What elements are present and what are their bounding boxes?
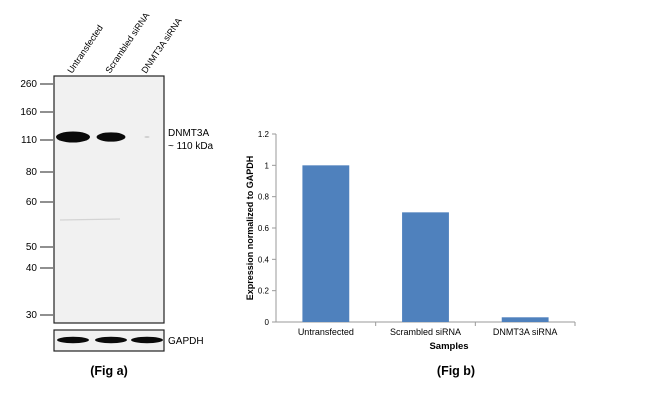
dnmt3a-band-scrambled-sirna: [96, 132, 126, 142]
mw-marker-50: 50: [26, 242, 38, 253]
gapdh-bands: [57, 336, 163, 344]
x-tick-label-group: Untransfected Scrambled siRNA DNMT3A siRNA: [298, 322, 576, 337]
y-tick-label: 0.6: [258, 224, 270, 233]
mw-marker-ladder: 260 160 110 80 60 50 40 30: [20, 79, 53, 321]
dnmt3a-bands: [56, 131, 150, 143]
band-label-size: ~ 110 kDa: [168, 141, 214, 152]
bar-dnmt3a-sirna: [501, 317, 549, 322]
x-tick-label: Scrambled siRNA: [390, 327, 461, 337]
gapdh-band-scrambled-sirna: [95, 336, 127, 344]
y-axis-label: Expression normalized to GAPDH: [245, 156, 255, 301]
fig-a-caption: (Fig a): [90, 364, 128, 378]
gapdh-label: GAPDH: [168, 336, 204, 347]
lane-label-untransfected: Untransfected: [65, 23, 105, 75]
x-tick-label: Untransfected: [298, 327, 354, 337]
mw-marker-60: 60: [26, 197, 38, 208]
bar-scrambled-sirna: [402, 212, 449, 322]
bar-untransfected: [302, 165, 350, 322]
band-label-dnmt3a: DNMT3A: [168, 128, 209, 139]
western-blot-panel: Untransfected Scrambled siRNA DNMT3A siR…: [20, 11, 213, 378]
y-tick-label: 0.4: [258, 255, 270, 264]
y-tick-label: 1.2: [258, 130, 270, 139]
dnmt3a-band-untransfected: [56, 131, 90, 143]
dnmt3a-band-dnmt3a-sirna: [144, 136, 150, 138]
y-tick-label: 1: [265, 161, 270, 170]
mw-marker-260: 260: [20, 79, 37, 90]
x-tick-label: DNMT3A siRNA: [493, 327, 558, 337]
mw-marker-80: 80: [26, 167, 38, 178]
main-blot-membrane: [53, 75, 165, 324]
lane-label-dnmt3a-sirna: DNMT3A siRNA: [139, 16, 183, 75]
bar-group: [302, 165, 549, 322]
mw-marker-110: 110: [21, 135, 37, 146]
y-tick-label: 0.2: [258, 287, 270, 296]
gapdh-band-dnmt3a-sirna: [131, 336, 163, 344]
y-tick-label: 0.8: [258, 193, 270, 202]
mw-marker-160: 160: [20, 107, 37, 118]
x-axis-label: Samples: [429, 341, 468, 352]
y-tick-group: 0 0.2 0.4 0.6 0.8 1 1.2: [258, 130, 276, 327]
mw-marker-30: 30: [26, 310, 38, 321]
fig-b-caption: (Fig b): [437, 364, 475, 378]
bar-chart-panel: 0 0.2 0.4 0.6 0.8 1 1.2 Untransfected Scrambled…: [245, 130, 576, 378]
y-tick-label: 0: [265, 318, 270, 327]
gapdh-band-untransfected: [57, 336, 89, 344]
mw-marker-40: 40: [26, 263, 38, 274]
